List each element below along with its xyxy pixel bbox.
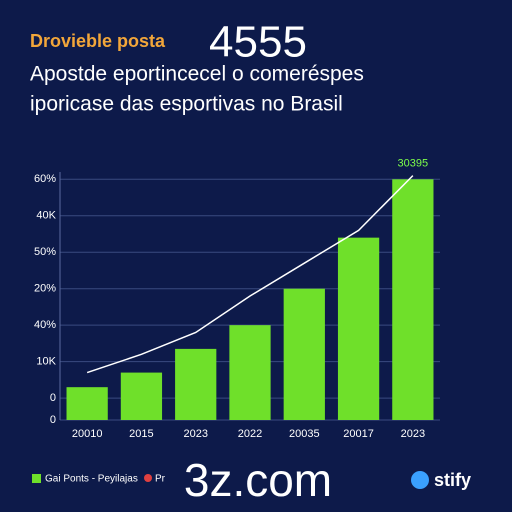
y-tick-label: 0 — [50, 392, 56, 404]
bar — [392, 179, 434, 420]
y-tick-label: 20% — [34, 283, 56, 295]
subtitle: iporicase das esportivas no Brasil — [30, 93, 343, 116]
x-tick-label: 20010 — [72, 428, 103, 440]
x-tick-label: 20017 — [343, 428, 374, 440]
x-tick-label: 2015 — [129, 428, 153, 440]
y-tick-label: 40K — [36, 210, 56, 222]
overlay-text: 4555 — [209, 18, 307, 67]
annotation: 30395 — [398, 158, 429, 170]
x-tick-label: 20035 — [289, 428, 320, 440]
bar — [337, 237, 380, 420]
y-tick-label: 60% — [34, 173, 56, 185]
line — [86, 175, 414, 374]
chart-title: Drovieble posta — [30, 31, 166, 51]
bar — [283, 288, 325, 420]
bar — [175, 348, 217, 420]
watermark: 3z.com — [184, 454, 332, 506]
legend-label: Gai Ponts - Peyilajas — [45, 474, 138, 485]
legend-swatch — [32, 474, 41, 483]
bar — [120, 372, 163, 420]
legend-swatch — [144, 474, 152, 482]
logo: stify — [434, 470, 471, 490]
y-tick-label: 0 — [50, 414, 56, 426]
subtitle: Apostde eportincecel o comeréspes — [30, 63, 364, 86]
y-tick-label: 10K — [36, 356, 56, 368]
logo-icon — [411, 471, 429, 489]
legend-label: Pr — [155, 474, 166, 485]
x-tick-label: 2023 — [401, 428, 425, 440]
bar — [66, 387, 108, 420]
x-tick-label: 2022 — [238, 428, 262, 440]
y-tick-label: 50% — [34, 246, 56, 258]
y-tick-label: 40% — [34, 319, 56, 331]
bar — [229, 325, 271, 420]
x-tick-label: 2023 — [183, 428, 207, 440]
